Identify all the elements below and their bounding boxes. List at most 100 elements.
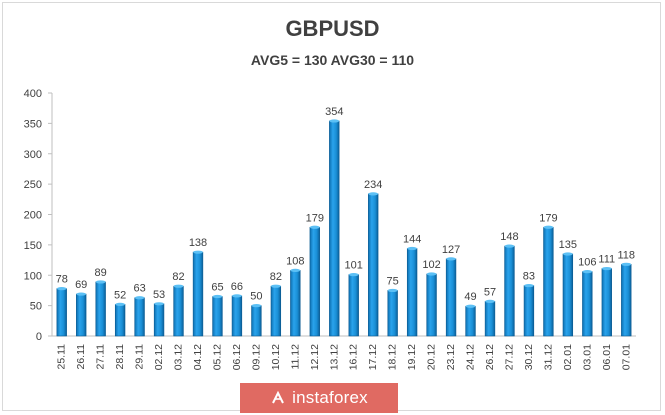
bar-02.12 (153, 303, 165, 337)
instaforex-logo-icon (270, 390, 286, 406)
data-label: 89 (95, 267, 107, 279)
bar-29.11 (134, 297, 145, 337)
bar-cap (329, 119, 340, 123)
x-tick-label: 25.11 (56, 344, 68, 370)
x-tick-label: 30.12 (523, 344, 535, 370)
data-label: 108 (286, 255, 304, 267)
x-tick-label: 19.12 (406, 344, 418, 370)
x-tick-label: 17.12 (367, 344, 379, 370)
y-tick-label: 100 (24, 270, 42, 282)
x-tick-label: 10.12 (270, 344, 282, 370)
bar-cap (407, 246, 417, 251)
y-tick-label: 350 (24, 118, 42, 130)
x-tick-label: 23.12 (445, 344, 457, 370)
x-tick-label: 28.11 (114, 344, 126, 370)
y-tick-label: 50 (30, 301, 42, 313)
bar-cap (95, 280, 106, 284)
chart-subtitle: AVG5 = 130 AVG30 = 110 (250, 52, 415, 68)
y-tick-label: 250 (24, 179, 42, 191)
bar-24.12 (465, 305, 476, 337)
data-label: 354 (325, 106, 343, 118)
bar-10.12 (270, 285, 282, 337)
y-tick-label: 400 (24, 88, 42, 100)
data-label: 102 (422, 259, 440, 271)
data-label: 69 (75, 279, 87, 291)
bar-23.12 (445, 258, 457, 337)
x-tick-label: 06.01 (601, 344, 613, 370)
bar-20.12 (426, 273, 437, 337)
bar-11.12 (290, 270, 301, 337)
bar-03.12 (173, 285, 184, 337)
x-tick-label: 05.12 (211, 344, 223, 370)
bar-07.01 (621, 264, 632, 337)
bar-cap (368, 192, 379, 196)
x-tick-label: 11.12 (289, 344, 301, 370)
bar-18.12 (387, 290, 398, 337)
x-tick-label: 02.01 (562, 344, 574, 370)
bar-cap (543, 225, 554, 229)
bar-cap (621, 262, 632, 266)
data-label: 106 (578, 257, 596, 269)
bar-cap (563, 252, 573, 256)
y-tick-label: 150 (24, 240, 42, 252)
data-label: 82 (172, 271, 184, 283)
bar-cap (212, 294, 223, 299)
instaforex-watermark: instaforex (240, 383, 398, 413)
bar-cap (154, 302, 164, 306)
x-tick-label: 18.12 (387, 344, 399, 370)
x-tick-label: 29.11 (134, 344, 146, 370)
bar-cap (232, 294, 242, 298)
x-tick-label: 02.12 (153, 344, 165, 370)
data-label: 63 (133, 283, 145, 295)
bar-cap (115, 302, 125, 307)
bar-09.12 (251, 305, 262, 337)
bar-cap (601, 266, 612, 271)
x-tick-label: 03.12 (173, 344, 185, 370)
bar-16.12 (348, 274, 359, 337)
bar-04.12 (192, 251, 204, 337)
x-tick-label: 12.12 (309, 344, 321, 370)
data-label: 148 (500, 231, 518, 243)
data-label: 50 (250, 291, 262, 303)
bar-31.12 (543, 226, 554, 337)
bar-cap (446, 257, 456, 261)
data-label: 179 (539, 212, 557, 224)
watermark-text: instaforex (292, 388, 368, 407)
bar-27.11 (95, 281, 106, 337)
bar-06.01 (601, 268, 612, 337)
bar-cap (56, 287, 67, 291)
bar-03.01 (582, 271, 593, 337)
data-label: 78 (56, 274, 68, 286)
bar-cap (134, 296, 145, 300)
bar-cap (465, 304, 476, 308)
data-label: 118 (617, 249, 635, 261)
data-label: 82 (270, 271, 282, 283)
bar-cap (251, 304, 262, 308)
y-tick-label: 0 (36, 331, 42, 343)
x-tick-label: 06.12 (231, 344, 243, 370)
bar-cap (524, 283, 534, 288)
x-tick-label: 26.11 (75, 344, 87, 370)
bar-cap (290, 268, 301, 272)
data-label: 49 (464, 291, 476, 303)
bar-17.12 (368, 193, 379, 337)
x-tick-label: 24.12 (465, 344, 477, 370)
bar-cap (309, 225, 320, 229)
bar-30.12 (523, 285, 535, 337)
data-label: 53 (153, 289, 165, 301)
bar-26.11 (76, 293, 87, 337)
x-tick-label: 13.12 (328, 344, 340, 370)
data-label: 234 (364, 179, 382, 191)
data-label: 101 (345, 260, 363, 272)
bar-27.12 (504, 245, 515, 337)
data-label: 52 (114, 289, 126, 301)
bar-cap (485, 299, 495, 303)
x-tick-label: 20.12 (426, 344, 438, 370)
bar-cap (387, 288, 398, 293)
bar-12.12 (309, 226, 320, 337)
bar-25.11 (56, 288, 67, 337)
x-tick-label: 16.12 (348, 344, 360, 370)
bar-cap (193, 250, 203, 254)
bar-cap (504, 244, 515, 248)
